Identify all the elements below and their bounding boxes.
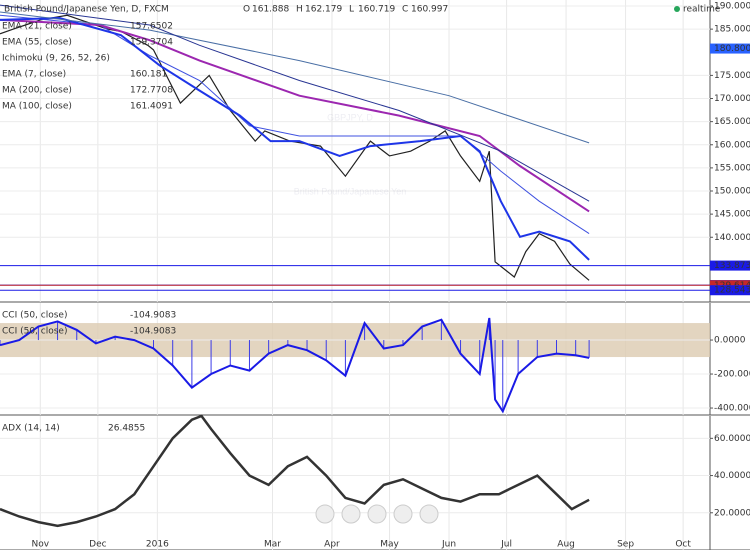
legend-value: -104.9083 (130, 327, 176, 337)
price-label: 128.543 (714, 286, 750, 296)
ohlc-label: O (243, 5, 250, 15)
price-label-bg (710, 260, 750, 271)
x-tick-label: 2016 (146, 540, 169, 550)
y-tick-label: 155.000 (714, 163, 750, 173)
x-tick-label: Aug (557, 540, 575, 550)
legend-name: MA (200, close) (2, 86, 72, 96)
legend-value: 157.6502 (130, 22, 173, 32)
y-tick-label: 40.0000 (714, 471, 750, 481)
realtime-label: realtime (683, 5, 721, 15)
y-tick-label: 165.000 (714, 117, 750, 127)
legend-value: 161.4091 (130, 102, 173, 112)
y-tick-label: -400.0000 (714, 404, 750, 414)
y-tick-label: 175.000 (714, 71, 750, 81)
legend-name: ADX (14, 14) (2, 424, 60, 434)
x-tick-label: Dec (89, 540, 106, 550)
legend-value: 26.4855 (108, 424, 145, 434)
y-tick-label: -200.0000 (714, 370, 750, 380)
price-line (0, 14, 590, 281)
ohlc-value: 160.997 (411, 5, 448, 15)
ohlc-label: C (402, 5, 408, 15)
legend-value: 160.181 (130, 70, 167, 80)
legend-name: EMA (21, close) (2, 22, 72, 32)
indicator-line (0, 16, 590, 261)
realtime-dot (674, 6, 680, 12)
y-tick-label: 160.000 (714, 140, 750, 150)
x-tick-label: Jul (500, 540, 512, 550)
legend-value: -104.9083 (130, 311, 176, 321)
symbol-title: British Pound/Japanese Yen, D, FXCM (4, 5, 169, 15)
marker-bg (710, 43, 750, 54)
price-label: 133.873 (714, 261, 750, 271)
nav-buttons (315, 504, 439, 524)
ohlc-value: 161.888 (252, 5, 289, 15)
watermark: British Pound/Japanese Yen (294, 186, 407, 196)
legend-name: CCI (50, close) (2, 311, 67, 321)
legend-name: EMA (7, close) (2, 70, 66, 80)
indicator-line (0, 18, 590, 213)
y-tick-label: 0.0000 (714, 336, 746, 346)
x-tick-label: Sep (617, 540, 634, 550)
zoom-out[interactable] (315, 504, 335, 524)
legend-name: EMA (55, close) (2, 38, 72, 48)
y-tick-label: 190.000 (714, 2, 750, 12)
ohlc-label: L (349, 5, 354, 15)
legend-name: MA (100, close) (2, 102, 72, 112)
indicator-line (0, 414, 590, 528)
y-tick-label: 60.0000 (714, 434, 750, 444)
legend-value: 159.3704 (130, 38, 173, 48)
x-tick-label: Nov (32, 540, 50, 550)
x-tick-label: Jun (441, 540, 456, 550)
legend-name: CCI (50, close) (2, 327, 67, 337)
watermark: GBPJPY, D (327, 112, 373, 122)
x-tick-label: Apr (324, 540, 340, 550)
y-tick-label: 185.000 (714, 25, 750, 35)
y-tick-label: 150.000 (714, 187, 750, 197)
x-tick-label: Mar (264, 540, 281, 550)
legend-value: 172.7708 (130, 86, 173, 96)
y-tick-label: 140.000 (714, 233, 750, 243)
y-tick-label: 20.0000 (714, 508, 750, 518)
ohlc-value: 160.719 (358, 5, 395, 15)
y-tick-label: 145.000 (714, 210, 750, 220)
indicator-line (0, 4, 590, 202)
ohlc-label: H (296, 5, 303, 15)
indicator-line (0, 317, 590, 414)
ohlc-value: 162.179 (305, 5, 342, 15)
price-label-bg (710, 285, 750, 296)
x-tick-label: May (380, 540, 399, 550)
reset[interactable] (367, 504, 387, 524)
legend-study: Ichimoku (9, 26, 52, 26) (2, 54, 110, 64)
x-tick-label: Oct (675, 540, 691, 550)
indicator-line (0, 11, 590, 144)
zoom-in[interactable] (393, 504, 413, 524)
scroll-right[interactable] (419, 504, 439, 524)
scroll-left[interactable] (341, 504, 361, 524)
y-tick-label: 170.000 (714, 94, 750, 104)
marker-label: 180.800 (714, 44, 750, 54)
